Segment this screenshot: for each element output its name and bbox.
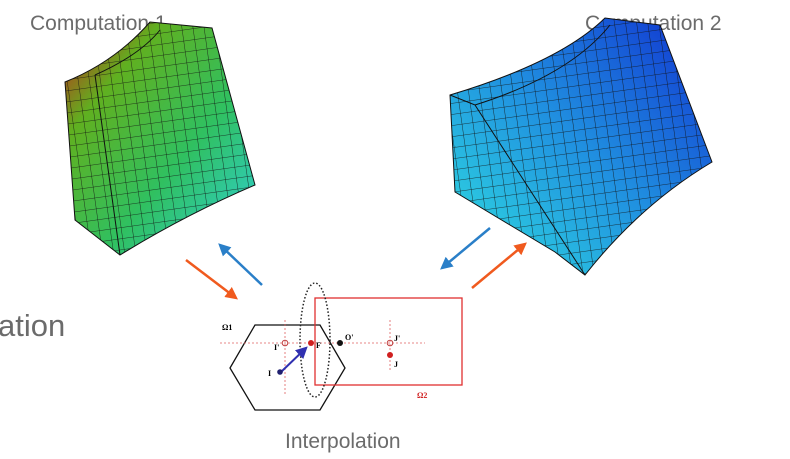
arrow (472, 244, 525, 288)
label: F (316, 341, 321, 350)
mesh-2 (450, 18, 712, 275)
label: ation (0, 308, 65, 343)
arrow (442, 228, 490, 268)
label: I (268, 369, 271, 378)
label: O' (345, 333, 353, 342)
label: Ω1 (222, 323, 232, 332)
arrow (186, 260, 236, 298)
label: Interpolation (285, 430, 401, 453)
label: J' (394, 334, 400, 343)
mesh-1 (65, 22, 255, 255)
arrow (220, 245, 262, 285)
label: J (394, 360, 398, 369)
label: Ω2 (417, 391, 427, 400)
page: Computation 1 Computation 2 ation Interp… (0, 0, 790, 459)
interpolation-diagram: Ω1 Ω2 I I' F O' J J' (220, 283, 462, 410)
label: I' (274, 343, 279, 352)
